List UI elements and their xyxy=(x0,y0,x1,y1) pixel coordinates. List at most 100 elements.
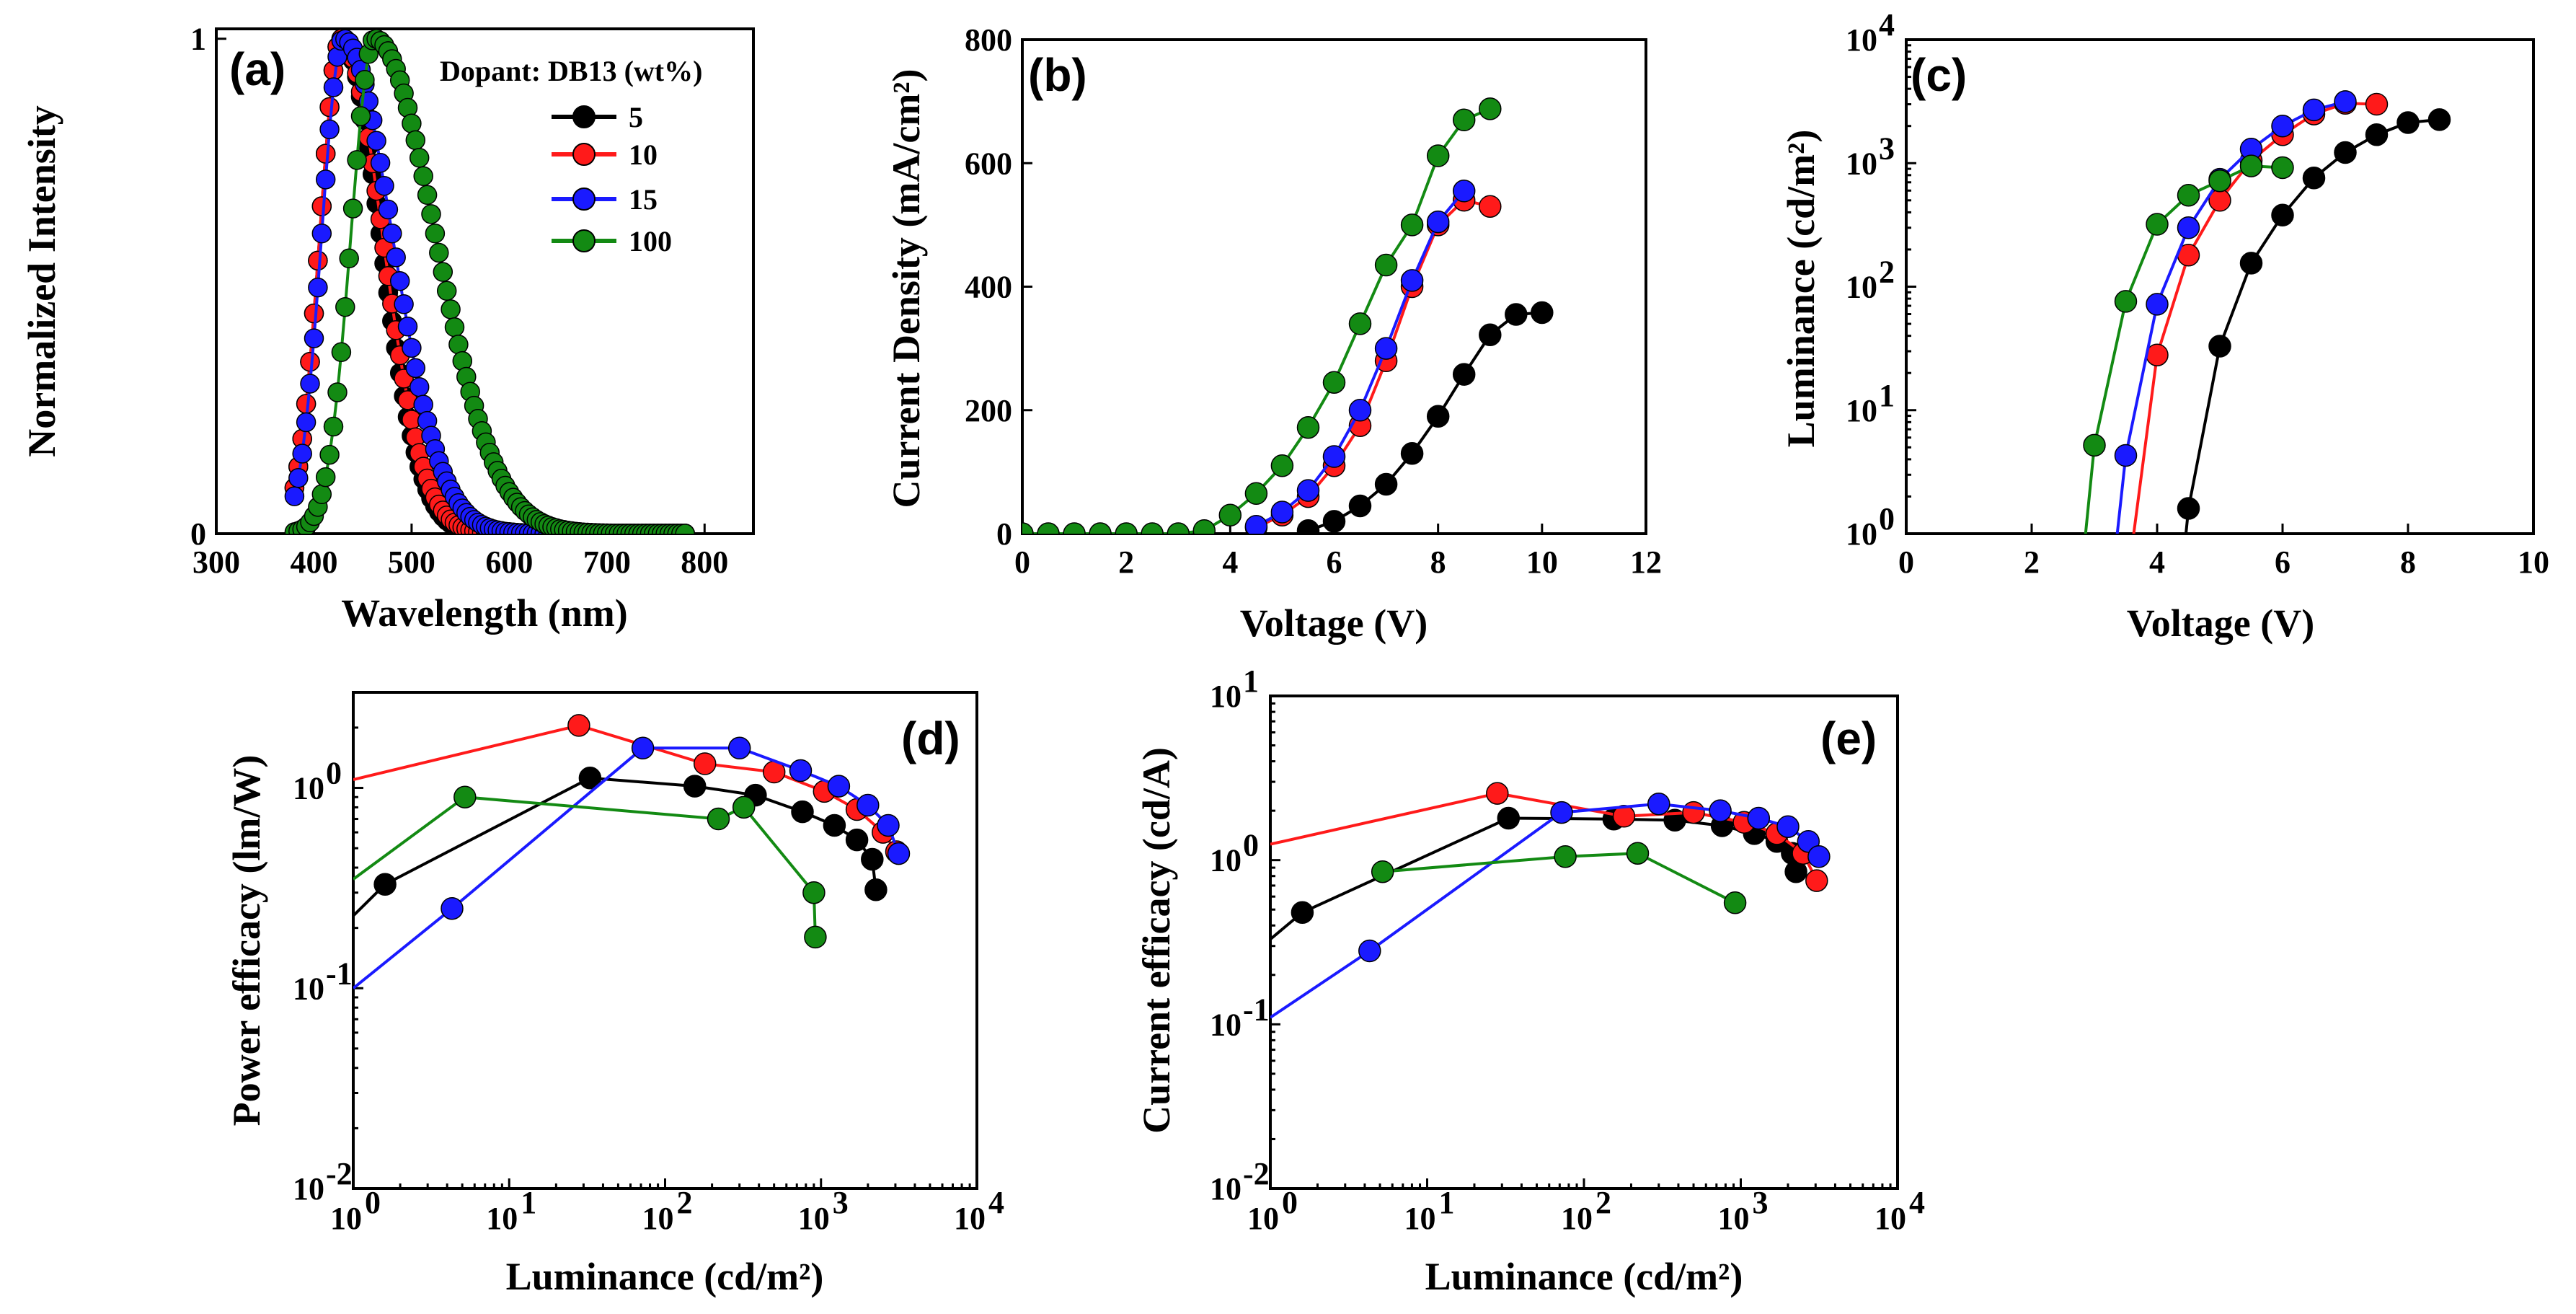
panel-c-ytick-exp: 0 xyxy=(1879,501,1895,537)
series-line-b-100 xyxy=(1022,107,1491,534)
point-b-15 xyxy=(1374,337,1398,360)
point-a-15 xyxy=(386,247,406,268)
point-e-5 xyxy=(1497,806,1521,830)
panel-b-ylabel: Current Density (mA/cm²) xyxy=(885,69,928,508)
point-d-15 xyxy=(827,775,851,798)
series-b-100 xyxy=(1022,97,1502,534)
panel-d-xtick-exp: 0 xyxy=(365,1185,381,1220)
point-d-15 xyxy=(727,736,751,760)
panel-c-label: (c) xyxy=(1911,49,1967,101)
point-a-15 xyxy=(366,131,386,151)
point-b-5 xyxy=(1452,363,1476,386)
point-b-100 xyxy=(1115,522,1138,534)
point-a-100 xyxy=(339,248,359,269)
panel-d-xtick-label: 10 xyxy=(954,1201,986,1236)
point-a-100 xyxy=(311,484,332,505)
series-d-10 xyxy=(353,714,908,863)
panel-e-ytick-exp: 1 xyxy=(1243,663,1259,699)
point-b-100 xyxy=(1063,522,1086,534)
point-c-15 xyxy=(2177,216,2200,239)
panel-d-xtick-label: 10 xyxy=(330,1201,362,1236)
point-c-5 xyxy=(2365,123,2389,146)
point-e-15 xyxy=(1647,792,1670,816)
point-b-5 xyxy=(1479,323,1502,347)
point-a-15 xyxy=(315,169,336,190)
panel-d-ytick-label: 10 xyxy=(293,771,324,806)
point-b-10 xyxy=(1479,195,1502,218)
point-b-5 xyxy=(1348,494,1372,518)
panel-a-legend-title: Dopant: DB13 (wt%) xyxy=(440,55,702,87)
panel-e-xtick-exp: 1 xyxy=(1439,1185,1455,1220)
point-a-100 xyxy=(342,198,363,219)
point-d-15 xyxy=(441,896,464,920)
series-line-d-5 xyxy=(353,776,877,917)
point-e-15 xyxy=(1807,845,1831,868)
point-d-5 xyxy=(861,847,884,871)
panel-c-ytick-label: 10 xyxy=(1846,146,1877,181)
point-c-5 xyxy=(2396,111,2420,134)
series-b-15 xyxy=(1244,180,1476,534)
point-c-100 xyxy=(2146,213,2169,236)
point-a-15 xyxy=(378,199,399,220)
series-line-e-5 xyxy=(1270,816,1798,940)
panel-a-ytick-label: 0 xyxy=(190,516,206,552)
series-c-5 xyxy=(2177,108,2451,534)
point-b-15 xyxy=(1400,269,1424,292)
point-b-15 xyxy=(1270,501,1294,524)
point-a-100 xyxy=(421,204,441,224)
panel-a-xtick-label: 500 xyxy=(388,544,435,580)
point-a-100 xyxy=(436,281,457,301)
point-b-100 xyxy=(1374,253,1398,277)
panel-d-xtick-exp: 4 xyxy=(988,1185,1004,1220)
point-e-5 xyxy=(1291,901,1314,924)
legend-label-15: 15 xyxy=(629,183,658,216)
panel-c-ytick-label: 10 xyxy=(1846,270,1877,305)
point-b-15 xyxy=(1244,514,1268,534)
point-d-15 xyxy=(857,793,880,817)
panel-e-ytick-label: 10 xyxy=(1210,843,1241,878)
point-d-15 xyxy=(631,736,655,760)
point-b-100 xyxy=(1037,522,1060,534)
point-b-5 xyxy=(1374,472,1398,496)
point-e-15 xyxy=(1747,806,1771,830)
point-c-100 xyxy=(2208,169,2231,193)
panel-a-legend: 5 10 15 100 xyxy=(552,101,672,257)
legend-label-5: 5 xyxy=(629,101,643,133)
point-a-100 xyxy=(350,106,371,126)
panel-a-xtick-label: 700 xyxy=(583,544,631,580)
point-d-15 xyxy=(877,813,900,837)
panel-e-xtick-exp: 0 xyxy=(1282,1185,1298,1220)
point-b-100 xyxy=(1296,415,1320,439)
series-a-100 xyxy=(284,29,695,534)
point-c-100 xyxy=(2083,433,2106,457)
panel-e-ytick-label: 10 xyxy=(1210,1007,1241,1042)
point-a-15 xyxy=(308,277,328,298)
panel-a-xtick-label: 800 xyxy=(681,544,728,580)
point-a-100 xyxy=(355,69,375,90)
point-b-100 xyxy=(1479,97,1502,120)
point-b-5 xyxy=(1322,510,1346,533)
panel-b-ytick-label: 600 xyxy=(965,146,1012,181)
panel-e-current-efficacy: (e) Luminance (cd/m²) Current efficacy (… xyxy=(1135,663,1925,1298)
panel-d-xtick-label: 10 xyxy=(798,1201,830,1236)
series-d-100 xyxy=(353,785,827,949)
panel-c-ytick-exp: 4 xyxy=(1879,7,1895,43)
point-c-15 xyxy=(2114,444,2138,467)
panel-b-xtick-label: 12 xyxy=(1630,544,1662,580)
series-c-100 xyxy=(2083,154,2294,534)
panel-c-ytick-label: 10 xyxy=(1846,516,1877,552)
panel-c-ytick-exp: 2 xyxy=(1879,255,1895,290)
point-a-15 xyxy=(323,77,344,97)
point-a-100 xyxy=(327,382,348,402)
point-c-15 xyxy=(2146,293,2169,316)
point-a-15 xyxy=(292,444,312,464)
point-b-100 xyxy=(1218,503,1242,527)
point-d-5 xyxy=(864,878,888,901)
point-a-100 xyxy=(409,148,430,168)
panel-a-xtick-label: 400 xyxy=(290,544,337,580)
point-c-10 xyxy=(2365,92,2389,116)
point-e-15 xyxy=(1550,801,1573,824)
panel-b-xtick-label: 6 xyxy=(1327,544,1342,580)
panel-a-spectra: (a) Wavelength (nm) Normalized Intensity… xyxy=(20,22,755,635)
point-d-15 xyxy=(887,842,911,865)
